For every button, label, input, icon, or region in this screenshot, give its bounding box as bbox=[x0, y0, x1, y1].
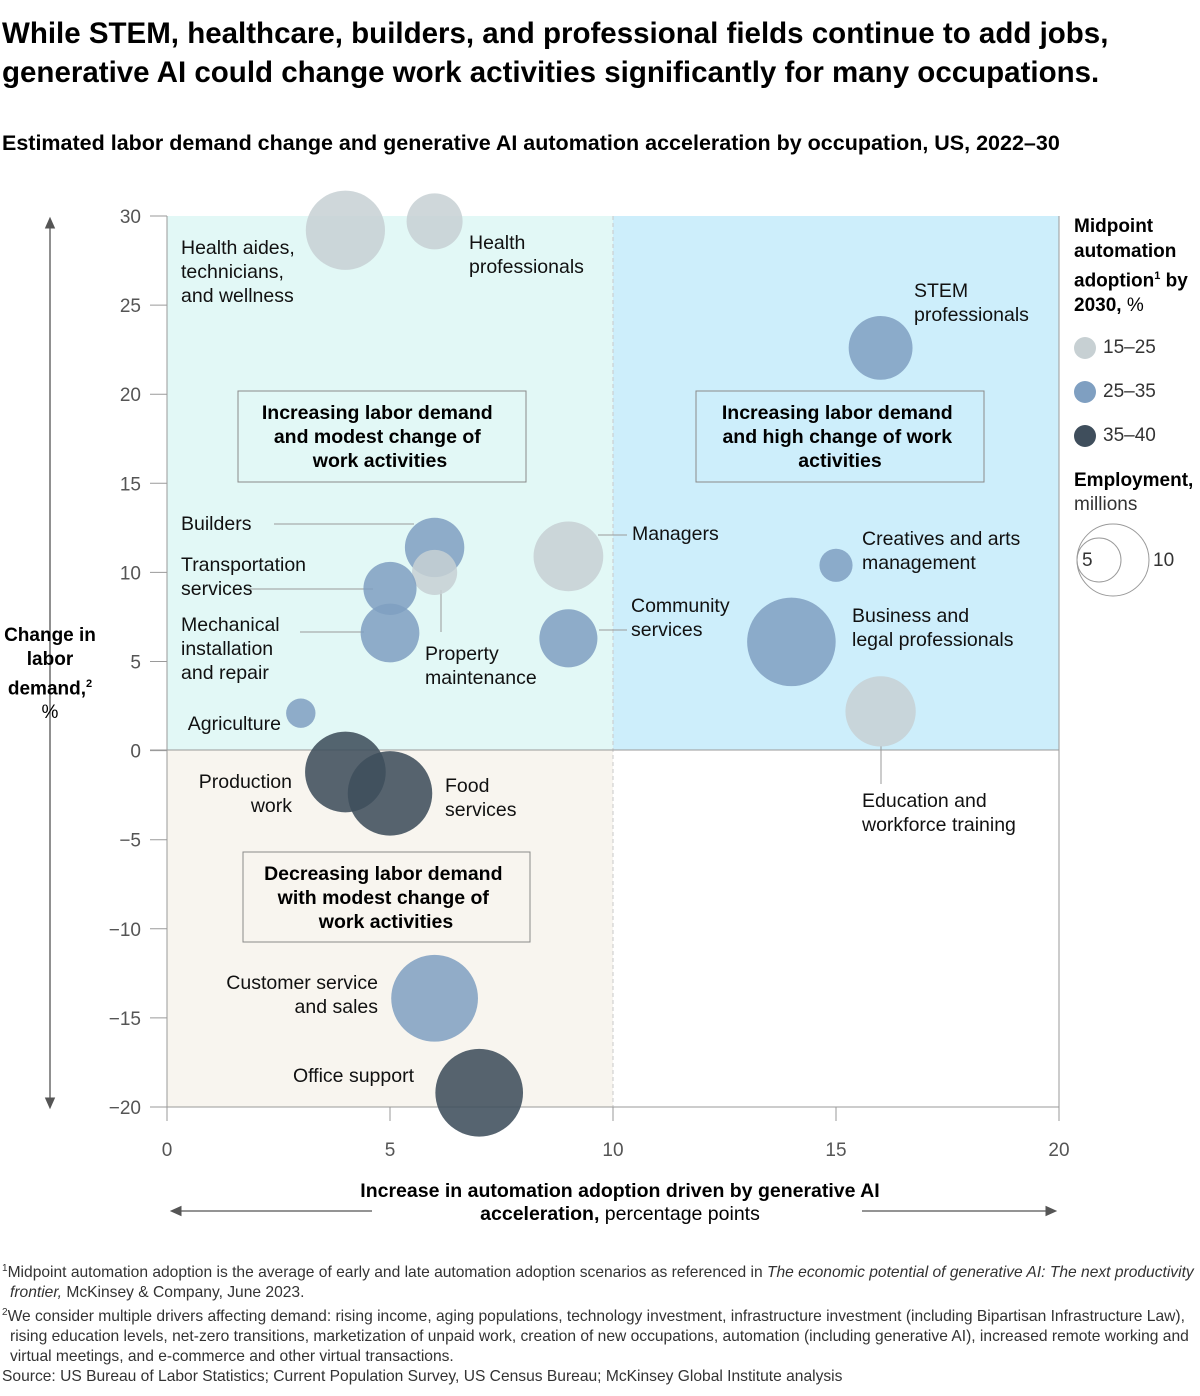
bubble-creatives-and-arts-management[interactable] bbox=[819, 548, 853, 582]
label-business: Business and legal professionals bbox=[852, 605, 1014, 651]
employment-legend-title: Employment, bbox=[1074, 470, 1194, 492]
headline: While STEM, healthcare, builders, and pr… bbox=[2, 17, 1109, 89]
label-health-aides: Health aides, technicians, and wellness bbox=[181, 237, 295, 307]
quadrant-box-q3 bbox=[242, 851, 531, 943]
bubble-health-professionals[interactable] bbox=[406, 193, 463, 250]
quadrant-label-q1: Increasing labor demand and modest chang… bbox=[262, 402, 498, 472]
y-tick-label: −15 bbox=[109, 1009, 141, 1030]
label-production: Production work bbox=[199, 771, 292, 817]
quadrant-box-q2 bbox=[695, 390, 985, 483]
bubble-food-services[interactable] bbox=[347, 751, 433, 836]
y-tick-label: 0 bbox=[130, 742, 141, 763]
bubble-managers[interactable] bbox=[533, 521, 604, 592]
bubble-health-aides-technicians-and-wellness[interactable] bbox=[305, 190, 385, 270]
bubble-customer-service-and-sales[interactable] bbox=[391, 954, 478, 1042]
size-legend-small-label: 5 bbox=[1082, 550, 1093, 571]
label-office-support: Office support bbox=[293, 1065, 415, 1087]
legend-title: Midpoint automation adoption1 by 2030, % bbox=[1074, 216, 1188, 317]
bubble-community-services[interactable] bbox=[539, 609, 598, 668]
y-tick-label: −10 bbox=[109, 920, 141, 941]
label-community: Community services bbox=[631, 595, 730, 641]
y-tick-label: 15 bbox=[120, 474, 141, 495]
legend-label: 35–40 bbox=[1103, 425, 1156, 447]
subtitle: Estimated labor demand change and genera… bbox=[2, 131, 1060, 155]
label-customer-service: Customer service and sales bbox=[226, 972, 378, 1018]
source-note: Source: US Bureau of Labor Statistics; C… bbox=[2, 1368, 843, 1386]
x-tick-label: 20 bbox=[1048, 1140, 1069, 1161]
y-tick-label: −5 bbox=[119, 831, 141, 852]
legend-label: 15–25 bbox=[1103, 337, 1156, 359]
label-managers: Managers bbox=[632, 523, 719, 545]
legend-swatch bbox=[1074, 425, 1096, 448]
label-mechanical: Mechanical installation and repair bbox=[181, 614, 280, 684]
quadrant-label-q2: Increasing labor demand and high change … bbox=[722, 402, 958, 472]
quadrant-box-q1 bbox=[237, 390, 527, 483]
bubble-mechanical-installation-and-repair[interactable] bbox=[360, 603, 420, 663]
size-legend-large-label: 10 bbox=[1153, 550, 1174, 571]
label-builders: Builders bbox=[181, 513, 252, 535]
legend-item-0: 15–25 bbox=[1074, 334, 1200, 362]
legend-swatch bbox=[1074, 337, 1096, 360]
bubble-stem-professionals[interactable] bbox=[848, 315, 913, 380]
footnote-2: 2We consider multiple drivers affecting … bbox=[2, 1307, 1189, 1366]
label-creatives: Creatives and arts management bbox=[862, 528, 1020, 574]
label-food: Food services bbox=[445, 775, 517, 821]
label-stem: STEM professionals bbox=[914, 280, 1029, 326]
y-tick-label: −20 bbox=[109, 1098, 141, 1119]
footnotes: 1Midpoint automation adoption is the ave… bbox=[2, 1259, 1198, 1387]
label-property: Property maintenance bbox=[425, 643, 537, 689]
bubble-agriculture[interactable] bbox=[286, 698, 316, 728]
footnote-1: 1Midpoint automation adoption is the ave… bbox=[2, 1263, 1194, 1302]
legend-item-2: 35–40 bbox=[1074, 422, 1200, 450]
bubble-education-and-workforce-training[interactable] bbox=[845, 676, 916, 747]
color-legend: Midpoint automation adoption1 by 2030, %… bbox=[1074, 214, 1200, 516]
legend-item-1: 25–35 bbox=[1074, 378, 1200, 406]
bubble-office-support[interactable] bbox=[435, 1048, 524, 1137]
y-tick-label: 25 bbox=[120, 296, 141, 317]
label-agriculture: Agriculture bbox=[188, 713, 281, 735]
x-axis-label: Increase in automation adoption driven b… bbox=[360, 1180, 880, 1225]
bubble-chart: 30 25 20 15 10 5 0 −5 −10 −15 −20 0 5 10 15 20 Increasi… bbox=[44, 190, 1174, 1217]
x-tick-label: 15 bbox=[825, 1140, 846, 1161]
bubble-property-maintenance[interactable] bbox=[412, 549, 458, 595]
x-tick-label: 5 bbox=[385, 1140, 396, 1161]
legend-swatch bbox=[1074, 381, 1096, 404]
legend-label: 25–35 bbox=[1103, 381, 1156, 403]
employment-legend-unit: millions bbox=[1074, 494, 1138, 516]
bubble-business-and-legal-professionals[interactable] bbox=[747, 597, 836, 687]
y-tick-label: 5 bbox=[130, 653, 141, 674]
size-legend-large bbox=[1076, 523, 1150, 597]
label-transportation: Transportation services bbox=[181, 554, 306, 600]
y-tick-label: 20 bbox=[120, 385, 141, 406]
quadrant-increasing-high bbox=[613, 216, 1059, 750]
quadrant-label-q3: Decreasing labor demand with modest chan… bbox=[264, 863, 508, 933]
x-tick-label: 0 bbox=[162, 1140, 173, 1161]
y-tick-label: 10 bbox=[120, 563, 141, 584]
label-health-professionals: Health professionals bbox=[469, 232, 584, 278]
x-tick-label: 10 bbox=[602, 1140, 623, 1161]
y-tick-label: 30 bbox=[120, 207, 141, 228]
label-education: Education and workforce training bbox=[861, 790, 1016, 836]
y-axis-label: Change in labor demand,2 % bbox=[4, 625, 96, 724]
bubble-transportation-services[interactable] bbox=[363, 561, 417, 616]
